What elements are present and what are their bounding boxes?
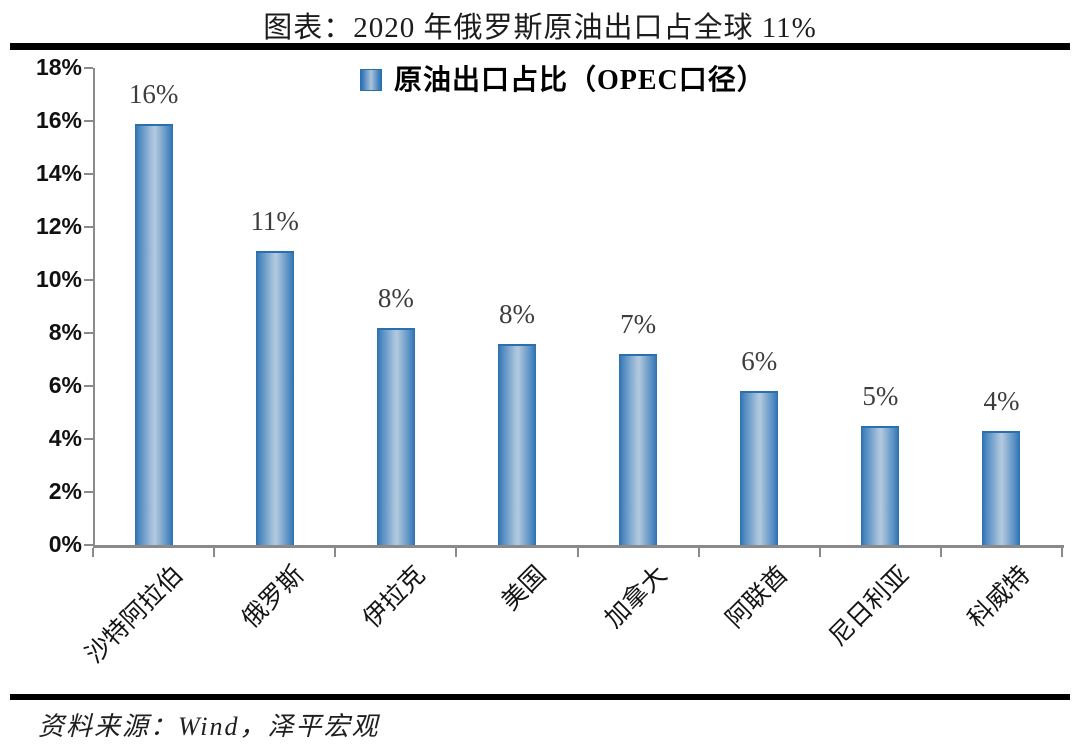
y-axis-tick-label: 10% (35, 266, 82, 292)
y-axis-tick-mark (84, 226, 93, 228)
y-axis-tick-label: 6% (48, 372, 82, 398)
chart-title: 图表：2020 年俄罗斯原油出口占全球 11% (263, 12, 817, 44)
plot-area (93, 68, 1064, 548)
bar-value-label: 5% (862, 380, 899, 411)
y-axis-tick-mark (84, 491, 93, 493)
y-axis-tick-label: 16% (35, 107, 82, 133)
y-axis-tick-label: 8% (48, 319, 82, 345)
x-axis-tick-mark (92, 548, 94, 557)
y-axis-tick-label: 14% (35, 160, 82, 186)
bar-value-label: 16% (128, 78, 179, 109)
y-axis-tick-label: 18% (35, 54, 82, 80)
y-axis-tick-mark (84, 120, 93, 122)
x-axis-tick-mark (334, 548, 337, 557)
x-axis-tick-mark (455, 548, 458, 557)
x-axis-category-label: 伊拉克 (358, 561, 431, 634)
x-axis-category-label: 美国 (496, 561, 552, 616)
bar-科威特[interactable] (982, 431, 1021, 545)
bar-value-label: 11% (250, 205, 299, 236)
x-axis-tick-mark (1061, 548, 1063, 557)
bar-加拿大[interactable] (619, 354, 658, 545)
y-axis-tick-label: 12% (35, 213, 82, 239)
source-note: 资料来源：Wind，泽平宏观 (38, 712, 380, 741)
chart-legend: 原油出口占比（OPEC口径） (360, 60, 766, 96)
y-axis-tick-mark (84, 438, 93, 440)
bar-尼日利亚[interactable] (861, 425, 900, 545)
footer-divider (10, 694, 1070, 700)
x-axis-category-label: 尼日利亚 (824, 561, 915, 652)
y-axis-tick-mark (84, 173, 93, 175)
x-axis-tick-mark (576, 548, 579, 557)
y-axis-tick-label: 2% (48, 478, 82, 504)
x-axis-category-label: 加拿大 (600, 561, 673, 634)
bar-沙特阿拉伯[interactable] (134, 123, 173, 545)
bar-value-label: 6% (741, 346, 778, 377)
y-axis-tick-mark (84, 544, 93, 546)
x-axis-category-label: 阿联酋 (721, 561, 794, 634)
bar-value-label: 8% (498, 298, 535, 329)
y-axis-tick-label: 4% (48, 425, 82, 451)
x-axis-tick-mark (213, 548, 216, 557)
bar-伊拉克[interactable] (376, 327, 415, 545)
x-axis-tick-mark (697, 548, 700, 557)
bar-阿联酋[interactable] (740, 391, 779, 545)
bar-美国[interactable] (497, 343, 536, 545)
bar-value-label: 8% (377, 282, 414, 313)
x-axis-tick-mark (818, 548, 821, 557)
bar-value-label: 7% (620, 309, 657, 340)
y-axis-tick-label: 0% (48, 531, 82, 557)
y-axis-tick-mark (84, 332, 93, 334)
x-axis-category-label: 科威特 (963, 561, 1036, 634)
legend-series-swatch-icon (360, 69, 382, 91)
y-axis-tick-mark (84, 67, 93, 69)
title-divider (10, 43, 1070, 50)
y-axis-tick-mark (84, 279, 93, 281)
bar-value-label: 4% (983, 386, 1020, 417)
x-axis-category-label: 沙特阿拉伯 (80, 561, 188, 669)
y-axis-tick-mark (84, 385, 93, 387)
bar-俄罗斯[interactable] (255, 250, 294, 545)
x-axis-tick-mark (939, 548, 942, 557)
legend-label: 原油出口占比（OPEC口径） (394, 65, 766, 96)
x-axis-category-label: 俄罗斯 (236, 561, 310, 634)
